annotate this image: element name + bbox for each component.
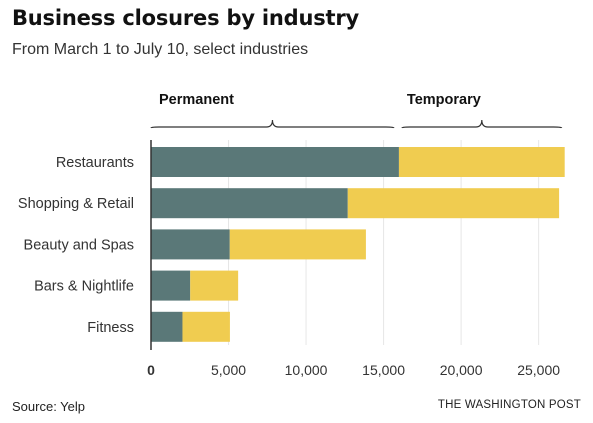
- bar-permanent: [151, 188, 348, 219]
- category-label: Restaurants: [56, 155, 134, 171]
- legend-permanent-label: Permanent: [159, 92, 234, 108]
- category-label: Beauty and Spas: [24, 237, 134, 253]
- bar-permanent: [151, 311, 183, 342]
- x-tick-label: 25,000: [517, 362, 560, 378]
- x-tick-label: 10,000: [285, 362, 328, 378]
- x-tick-label: 5,000: [211, 362, 246, 378]
- x-tick-label: 20,000: [440, 362, 483, 378]
- category-label: Bars & Nightlife: [34, 279, 134, 295]
- bar-temporary: [347, 188, 560, 219]
- bracket-temporary: [401, 119, 563, 129]
- bar-temporary: [190, 270, 239, 301]
- legend-temporary-label: Temporary: [407, 92, 481, 108]
- publisher-credit: THE WASHINGTON POST: [437, 399, 581, 411]
- bracket-permanent: [150, 119, 395, 129]
- bar-temporary: [398, 147, 565, 177]
- bar-temporary: [229, 229, 366, 260]
- chart-title: Business closures by industry: [12, 6, 360, 30]
- category-labels: Restaurants Shopping & Retail Beauty and S…: [18, 155, 134, 336]
- category-label: Fitness: [87, 320, 134, 336]
- chart-subtitle: From March 1 to July 10, select industri…: [12, 41, 309, 58]
- legend-brackets: Permanent Temporary: [150, 92, 563, 129]
- bar-permanent: [151, 147, 399, 177]
- source-note: Source: Yelp: [12, 399, 86, 414]
- bar-permanent: [151, 229, 230, 260]
- category-label: Shopping & Retail: [18, 196, 134, 212]
- bar-temporary: [182, 311, 230, 342]
- x-tick-label: 0: [147, 362, 155, 378]
- bars: [151, 147, 565, 342]
- x-tick-labels: 0 5,000 10,000 15,000 20,000 25,000: [147, 362, 560, 378]
- x-tick-label: 15,000: [362, 362, 405, 378]
- bar-permanent: [151, 270, 191, 301]
